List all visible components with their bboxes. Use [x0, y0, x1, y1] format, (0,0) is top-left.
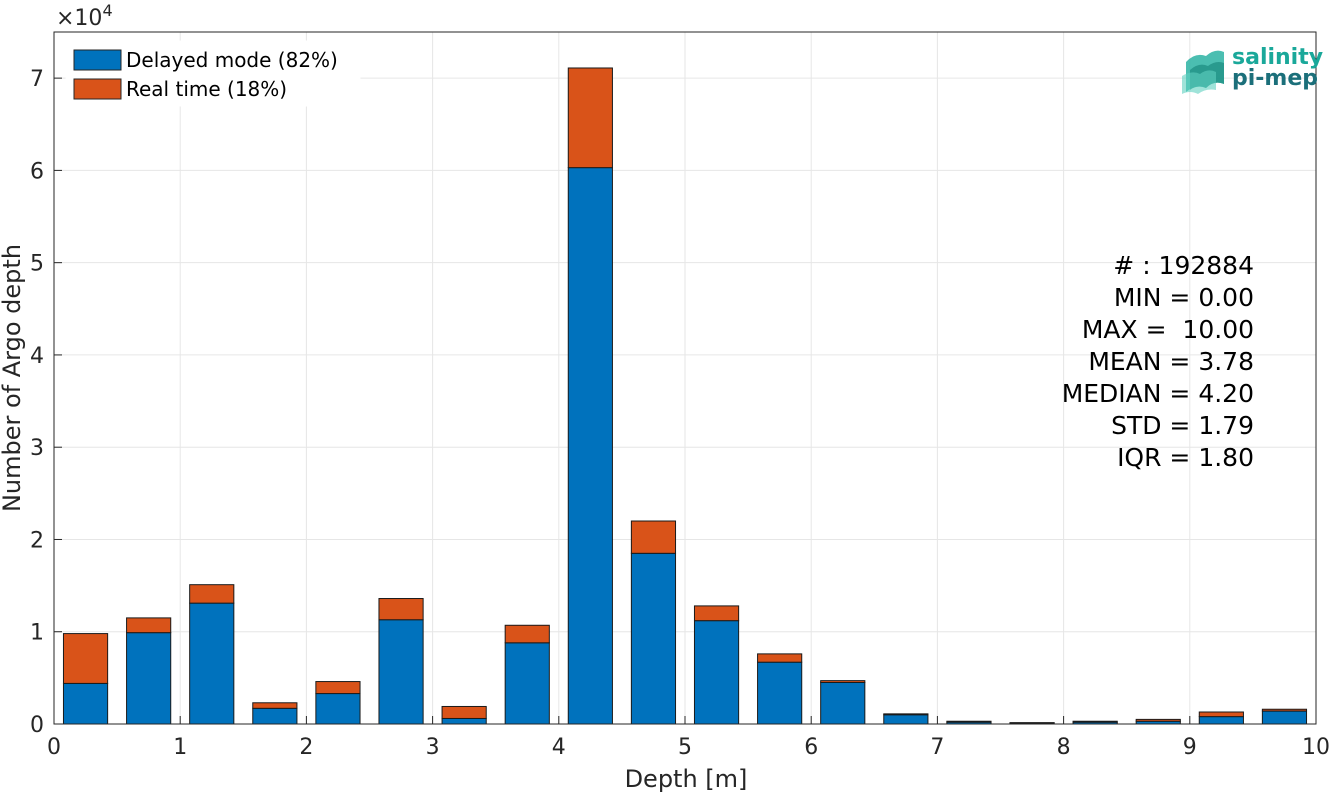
y-tick-label: 6: [30, 159, 44, 184]
y-tick-label: 5: [30, 252, 44, 277]
y-tick-label: 7: [30, 67, 44, 92]
x-tick-label: 8: [1057, 735, 1071, 760]
bar-real-time: [1072, 720, 1118, 723]
stat-mean: MEAN = 3.78: [1088, 347, 1254, 376]
bar-real-time: [315, 681, 361, 695]
x-tick-label: 9: [1183, 735, 1197, 760]
stat-iqr: IQR = 1.80: [1117, 443, 1254, 472]
bar-delayed-mode: [315, 693, 361, 725]
legend: Delayed mode (82%) Real time (18%): [65, 40, 361, 107]
legend-label-realtime: Real time (18%): [126, 77, 287, 101]
bar-real-time: [441, 705, 487, 719]
x-tick-label: 10: [1302, 735, 1330, 760]
bar-delayed-mode: [378, 619, 424, 725]
y-exponent-label: ×104: [56, 1, 113, 31]
x-tick-label: 7: [930, 735, 944, 760]
x-tick-label: 1: [173, 735, 187, 760]
stat-count: # : 192884: [1113, 251, 1254, 280]
bar-real-time: [946, 720, 992, 723]
x-tick-label: 3: [426, 735, 440, 760]
bar-delayed-mode: [504, 642, 550, 725]
bar-real-time: [504, 624, 550, 644]
bar-real-time: [630, 520, 677, 554]
bar-delayed-mode: [126, 632, 172, 725]
bar-real-time: [567, 67, 613, 169]
logo-wave-icon: [1182, 50, 1224, 94]
x-tick-label: 2: [299, 735, 313, 760]
bar-real-time: [189, 584, 235, 604]
legend-label-delayed: Delayed mode (82%): [126, 48, 338, 72]
x-tick-label: 6: [804, 735, 818, 760]
stat-max: MAX = 10.00: [1082, 315, 1254, 344]
bar-delayed-mode: [441, 717, 487, 725]
bar-delayed-mode: [567, 167, 613, 725]
stat-median: MEDIAN = 4.20: [1062, 379, 1254, 408]
bar-delayed-mode: [630, 552, 677, 725]
salinity-pimep-logo: salinity pi-mep: [1182, 45, 1323, 94]
legend-swatch-realtime: [73, 78, 122, 100]
x-tick-label: 4: [552, 735, 566, 760]
bar-delayed-mode: [1198, 716, 1244, 725]
bar-real-time: [62, 633, 109, 684]
logo-line-2: pi-mep: [1232, 66, 1318, 91]
logo-line-1: salinity: [1232, 45, 1323, 70]
tick-labels: 0 1 2 3 4 5 6 7 8 9 10 0 1 2 3 4 5 6 7: [30, 67, 1330, 760]
y-tick-label: 2: [30, 528, 44, 553]
y-tick-label: 4: [30, 344, 44, 369]
bar-delayed-mode: [693, 620, 740, 725]
stats-annotation: # : 192884 MIN = 0.00 MAX = 10.00 MEAN =…: [1062, 251, 1254, 472]
bar-real-time: [378, 598, 424, 621]
bar-real-time: [820, 680, 866, 683]
bar-delayed-mode: [757, 661, 803, 725]
bar-delayed-mode: [820, 681, 866, 725]
bar-real-time: [126, 617, 172, 634]
y-tick-label: 0: [30, 713, 44, 738]
y-axis-label: Number of Argo depth: [0, 244, 26, 512]
bar-delayed-mode: [62, 682, 109, 725]
legend-swatch-delayed: [73, 49, 122, 71]
x-axis-label: Depth [m]: [625, 765, 748, 793]
x-tick-label: 0: [47, 735, 61, 760]
bar-delayed-mode: [1261, 710, 1308, 725]
bar-real-time: [883, 713, 929, 716]
stat-min: MIN = 0.00: [1114, 283, 1254, 312]
y-tick-label: 1: [30, 621, 44, 646]
bar-delayed-mode: [189, 602, 235, 725]
stat-std: STD = 1.79: [1111, 411, 1254, 440]
bar-real-time: [1135, 718, 1181, 722]
bar-real-time: [252, 702, 298, 709]
x-tick-label: 5: [678, 735, 692, 760]
bar-real-time: [1261, 708, 1308, 712]
bar-real-time: [1198, 711, 1244, 718]
bar-real-time: [757, 653, 803, 663]
bar-delayed-mode: [883, 714, 929, 725]
bar-real-time: [693, 605, 740, 622]
bars-layer: [62, 67, 1308, 725]
y-tick-label: 3: [30, 436, 44, 461]
bar-delayed-mode: [252, 707, 298, 725]
